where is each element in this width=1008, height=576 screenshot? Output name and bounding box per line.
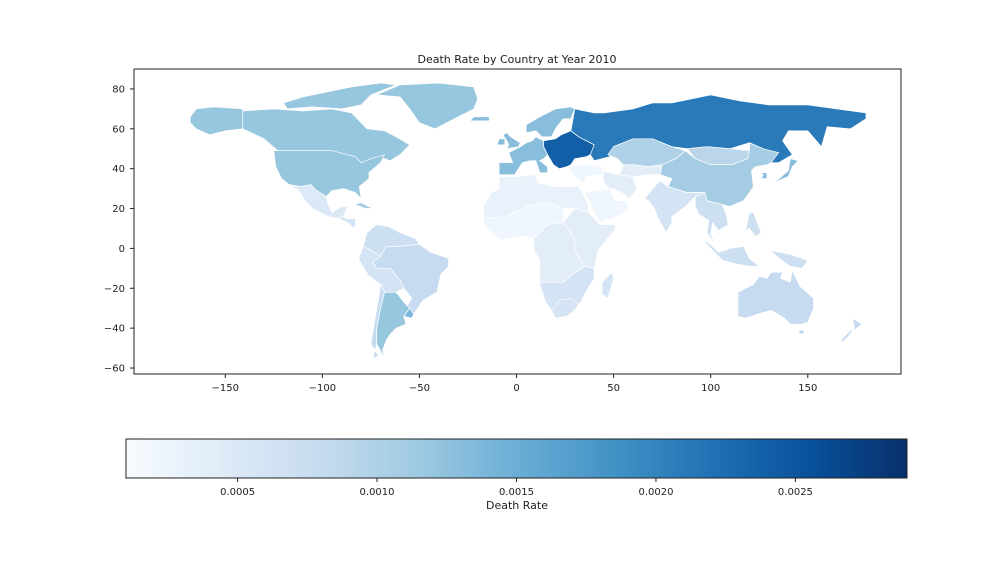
colorbar-tick-label: 0.0020 [638, 487, 673, 498]
region-tasmania [797, 329, 805, 335]
region-turkey-levant [566, 164, 605, 186]
region-japan [768, 158, 799, 187]
colorbar-tick-label: 0.0010 [360, 487, 395, 498]
region-eastern-europe [543, 130, 595, 170]
region-alaska [189, 106, 244, 136]
region-uk [502, 132, 521, 150]
y-tick-label: −20 [104, 284, 125, 295]
region-arabia [583, 188, 630, 223]
region-madagascar [601, 271, 614, 299]
region-philippines [745, 212, 762, 237]
y-tick-label: 80 [112, 84, 125, 95]
colorbar-label: Death Rate [486, 499, 548, 512]
region-central-asia [618, 164, 663, 177]
region-iran-middle-east [601, 170, 638, 200]
region-scandinavia [525, 106, 576, 138]
x-tick-label: −150 [212, 383, 239, 394]
region-iceland [469, 116, 490, 122]
region-indonesia [700, 238, 761, 267]
region-new-zealand [840, 317, 863, 343]
region-central-africa [533, 222, 585, 283]
colorbar-tick-label: 0.0005 [220, 487, 255, 498]
colorbar-tick-label: 0.0015 [499, 487, 534, 498]
region-southern-africa [539, 266, 595, 319]
map-frame [133, 68, 902, 375]
region-uruguay [403, 307, 415, 319]
map-regions [189, 82, 867, 359]
region-canada-arctic-islands [282, 82, 397, 110]
y-tick-label: 20 [112, 204, 125, 215]
x-tick-label: 50 [607, 383, 620, 394]
y-tick-label: −60 [104, 364, 125, 375]
region-greenland [376, 82, 479, 130]
y-tick-label: 40 [112, 164, 125, 175]
x-tick-label: −100 [309, 383, 336, 394]
y-tick-label: −40 [104, 324, 125, 335]
map-title: Death Rate by Country at Year 2010 [418, 53, 617, 66]
region-argentina [376, 291, 411, 359]
x-tick-label: 150 [798, 383, 817, 394]
y-tick-label: 0 [119, 244, 125, 255]
region-korea-japan [760, 172, 768, 179]
region-india [644, 180, 706, 234]
y-axis: 80 60 40 20 0 −20 −40 −60 [104, 84, 134, 375]
region-cuba [351, 202, 373, 209]
region-ireland [496, 138, 506, 146]
x-axis: −150 −100 −50 0 50 100 150 [212, 374, 817, 394]
colorbar-ticks: 0.0005 0.0010 0.0015 0.0020 0.0025 [220, 478, 813, 498]
colorbar [125, 438, 908, 479]
region-western-europe [498, 136, 549, 176]
x-tick-label: 100 [701, 383, 720, 394]
x-tick-label: −50 [409, 383, 430, 394]
region-peru-bolivia [358, 245, 405, 293]
region-mexico [289, 184, 349, 219]
x-tick-label: 0 [513, 383, 519, 394]
region-south-africa [551, 297, 580, 319]
region-central-america [336, 216, 368, 233]
region-australia [737, 269, 814, 325]
region-new-guinea [769, 249, 809, 269]
region-southeast-asia [694, 192, 729, 247]
colorbar-tick-label: 0.0025 [778, 487, 813, 498]
y-tick-label: 60 [112, 124, 125, 135]
